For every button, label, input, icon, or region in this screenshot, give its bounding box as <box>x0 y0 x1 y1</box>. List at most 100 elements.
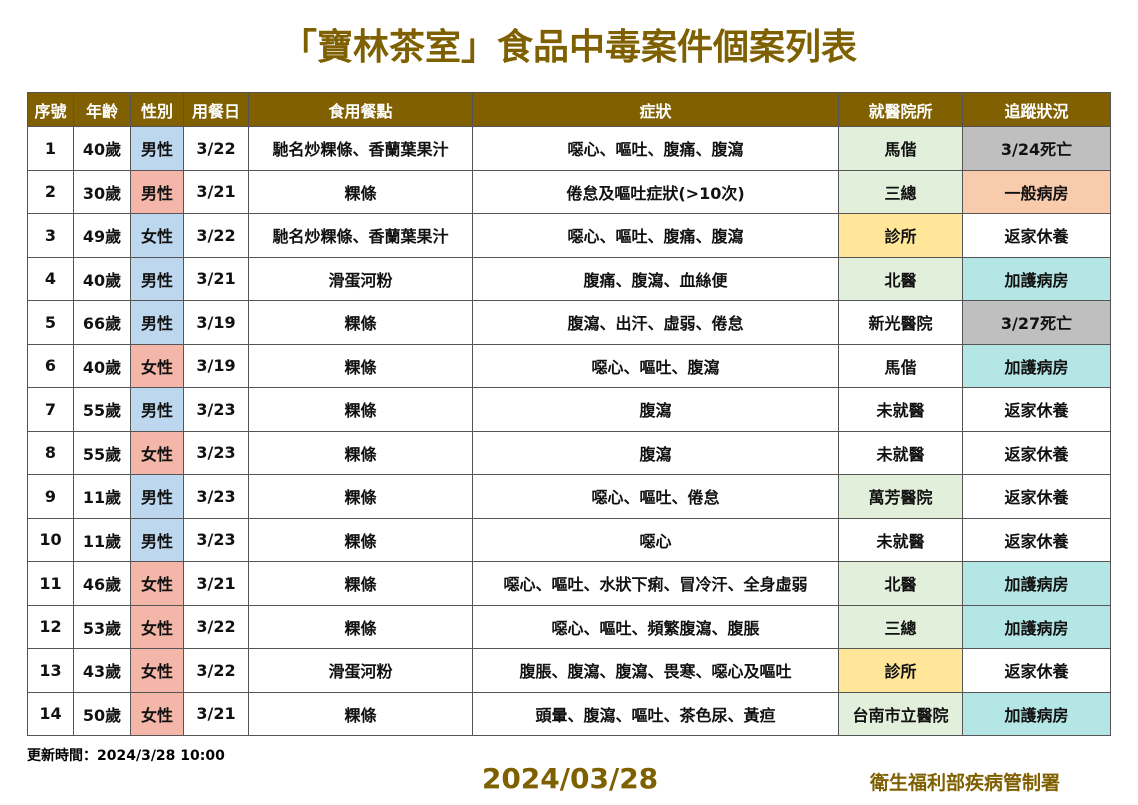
header-cell: 就醫院所 <box>838 92 963 127</box>
table-cell: 粿條 <box>248 430 473 475</box>
table-cell: 倦怠及嘔吐症狀(>10次) <box>472 169 839 214</box>
table-cell: 萬芳醫院 <box>838 474 963 519</box>
table-cell: 腹脹、腹瀉、腹瀉、畏寒、噁心及嘔吐 <box>472 648 839 693</box>
header-cell: 性別 <box>130 92 184 127</box>
table-cell: 3/22 <box>183 213 249 258</box>
table-cell: 3/27死亡 <box>962 300 1111 345</box>
table-cell: 粿條 <box>248 387 473 432</box>
table-cell: 66歲 <box>73 300 131 345</box>
table-cell: 粿條 <box>248 604 473 649</box>
table-cell: 返家休養 <box>962 474 1111 519</box>
table-cell: 11歲 <box>73 474 131 519</box>
table-cell: 粿條 <box>248 691 473 736</box>
table-cell: 噁心、嘔吐、水狀下痢、冒冷汗、全身虛弱 <box>472 561 839 606</box>
table-cell: 30歲 <box>73 169 131 214</box>
table-cell: 診所 <box>838 648 963 693</box>
table-cell: 3/22 <box>183 126 249 171</box>
table-cell: 女性 <box>130 604 184 649</box>
table-cell: 女性 <box>130 648 184 693</box>
table-cell: 11歲 <box>73 517 131 562</box>
table-cell: 3/23 <box>183 387 249 432</box>
table-cell: 男性 <box>130 300 184 345</box>
table-cell: 滑蛋河粉 <box>248 648 473 693</box>
table-cell: 加護病房 <box>962 343 1111 388</box>
table-cell: 男性 <box>130 256 184 301</box>
table-row: 4 40歲 男性 3/21 滑蛋河粉 腹痛、腹瀉、血絲便 北醫 加護病房 <box>27 256 1111 301</box>
table-cell: 腹痛、腹瀉、血絲便 <box>472 256 839 301</box>
table-cell: 5 <box>27 300 74 345</box>
table-cell: 粿條 <box>248 343 473 388</box>
table-cell: 3/21 <box>183 169 249 214</box>
update-time: 更新時間：2024/3/28 10:00 <box>27 748 225 764</box>
table-cell: 北醫 <box>838 256 963 301</box>
table-cell: 女性 <box>130 561 184 606</box>
table-cell: 3/23 <box>183 474 249 519</box>
table-cell: 馳名炒粿條、香蘭葉果汁 <box>248 213 473 258</box>
table-cell: 53歲 <box>73 604 131 649</box>
table-cell: 10 <box>27 517 74 562</box>
table-cell: 55歲 <box>73 430 131 475</box>
table-cell: 男性 <box>130 387 184 432</box>
agency: 衛生福利部疾病管制署 <box>870 772 1061 794</box>
table-row: 12 53歲 女性 3/22 粿條 噁心、嘔吐、頻繁腹瀉、腹脹 三總 加護病房 <box>27 604 1111 649</box>
table-cell: 3/24死亡 <box>962 126 1111 171</box>
header-cell: 年齡 <box>73 92 131 127</box>
table-cell: 一般病房 <box>962 169 1111 214</box>
table-cell: 11 <box>27 561 74 606</box>
table-body: 1 40歲 男性 3/22 馳名炒粿條、香蘭葉果汁 噁心、嘔吐、腹痛、腹瀉 馬偕 3/24死亡… <box>27 126 1111 736</box>
table-cell: 12 <box>27 604 74 649</box>
header-row: 序號 年齡 性別 用餐日 食用餐點 症狀 就醫院所 追蹤狀況 <box>27 92 1111 127</box>
table-row: 3 49歲 女性 3/22 馳名炒粿條、香蘭葉果汁 噁心、嘔吐、腹痛、腹瀉 診所 返家休養 <box>27 213 1111 258</box>
table-cell: 北醫 <box>838 561 963 606</box>
table-cell: 49歲 <box>73 213 131 258</box>
table-cell: 未就醫 <box>838 517 963 562</box>
table-cell: 3/22 <box>183 604 249 649</box>
table-cell: 三總 <box>838 169 963 214</box>
table-cell: 腹瀉、出汗、虛弱、倦怠 <box>472 300 839 345</box>
table-cell: 頭暈、腹瀉、嘔吐、茶色尿、黃疸 <box>472 691 839 736</box>
table-cell: 3/21 <box>183 691 249 736</box>
table-cell: 馬偕 <box>838 343 963 388</box>
table-cell: 8 <box>27 430 74 475</box>
table-cell: 1 <box>27 126 74 171</box>
table-cell: 未就醫 <box>838 387 963 432</box>
table-row: 14 50歲 女性 3/21 粿條 頭暈、腹瀉、嘔吐、茶色尿、黃疸 台南市立醫院 加護病房 <box>27 691 1111 736</box>
table-cell: 3/23 <box>183 430 249 475</box>
table-cell: 4 <box>27 256 74 301</box>
table-cell: 3/21 <box>183 561 249 606</box>
table-cell: 台南市立醫院 <box>838 691 963 736</box>
table-row: 6 40歲 女性 3/19 粿條 噁心、嘔吐、腹瀉 馬偕 加護病房 <box>27 343 1111 388</box>
table-row: 13 43歲 女性 3/22 滑蛋河粉 腹脹、腹瀉、腹瀉、畏寒、噁心及嘔吐 診所 返家休養 <box>27 648 1111 693</box>
table-cell: 3 <box>27 213 74 258</box>
table-cell: 噁心、嘔吐、腹痛、腹瀉 <box>472 126 839 171</box>
table-cell: 3/21 <box>183 256 249 301</box>
table-row: 10 11歲 男性 3/23 粿條 噁心 未就醫 返家休養 <box>27 517 1111 562</box>
table-cell: 女性 <box>130 691 184 736</box>
table-row: 7 55歲 男性 3/23 粿條 腹瀉 未就醫 返家休養 <box>27 387 1111 432</box>
table-cell: 滑蛋河粉 <box>248 256 473 301</box>
table-cell: 3/19 <box>183 300 249 345</box>
table-row: 2 30歲 男性 3/21 粿條 倦怠及嘔吐症狀(>10次) 三總 一般病房 <box>27 169 1111 214</box>
table-cell: 噁心、嘔吐、腹瀉 <box>472 343 839 388</box>
table-cell: 未就醫 <box>838 430 963 475</box>
table-cell: 腹瀉 <box>472 430 839 475</box>
table-cell: 40歲 <box>73 126 131 171</box>
table-cell: 55歲 <box>73 387 131 432</box>
header-cell: 用餐日 <box>183 92 249 127</box>
table-cell: 女性 <box>130 343 184 388</box>
table-cell: 加護病房 <box>962 561 1111 606</box>
table-cell: 返家休養 <box>962 517 1111 562</box>
table-cell: 噁心、嘔吐、倦怠 <box>472 474 839 519</box>
title: 「寶林茶室」食品中毒案件個案列表 <box>280 27 857 68</box>
table-cell: 粿條 <box>248 517 473 562</box>
table-cell: 噁心 <box>472 517 839 562</box>
table-row: 5 66歲 男性 3/19 粿條 腹瀉、出汗、虛弱、倦怠 新光醫院 3/27死亡 <box>27 300 1111 345</box>
date: 2024/03/28 <box>481 762 659 795</box>
table-cell: 新光醫院 <box>838 300 963 345</box>
table-cell: 9 <box>27 474 74 519</box>
table-cell: 返家休養 <box>962 430 1111 475</box>
table-cell: 腹瀉 <box>472 387 839 432</box>
table-cell: 加護病房 <box>962 256 1111 301</box>
header-cell: 追蹤狀況 <box>962 92 1111 127</box>
